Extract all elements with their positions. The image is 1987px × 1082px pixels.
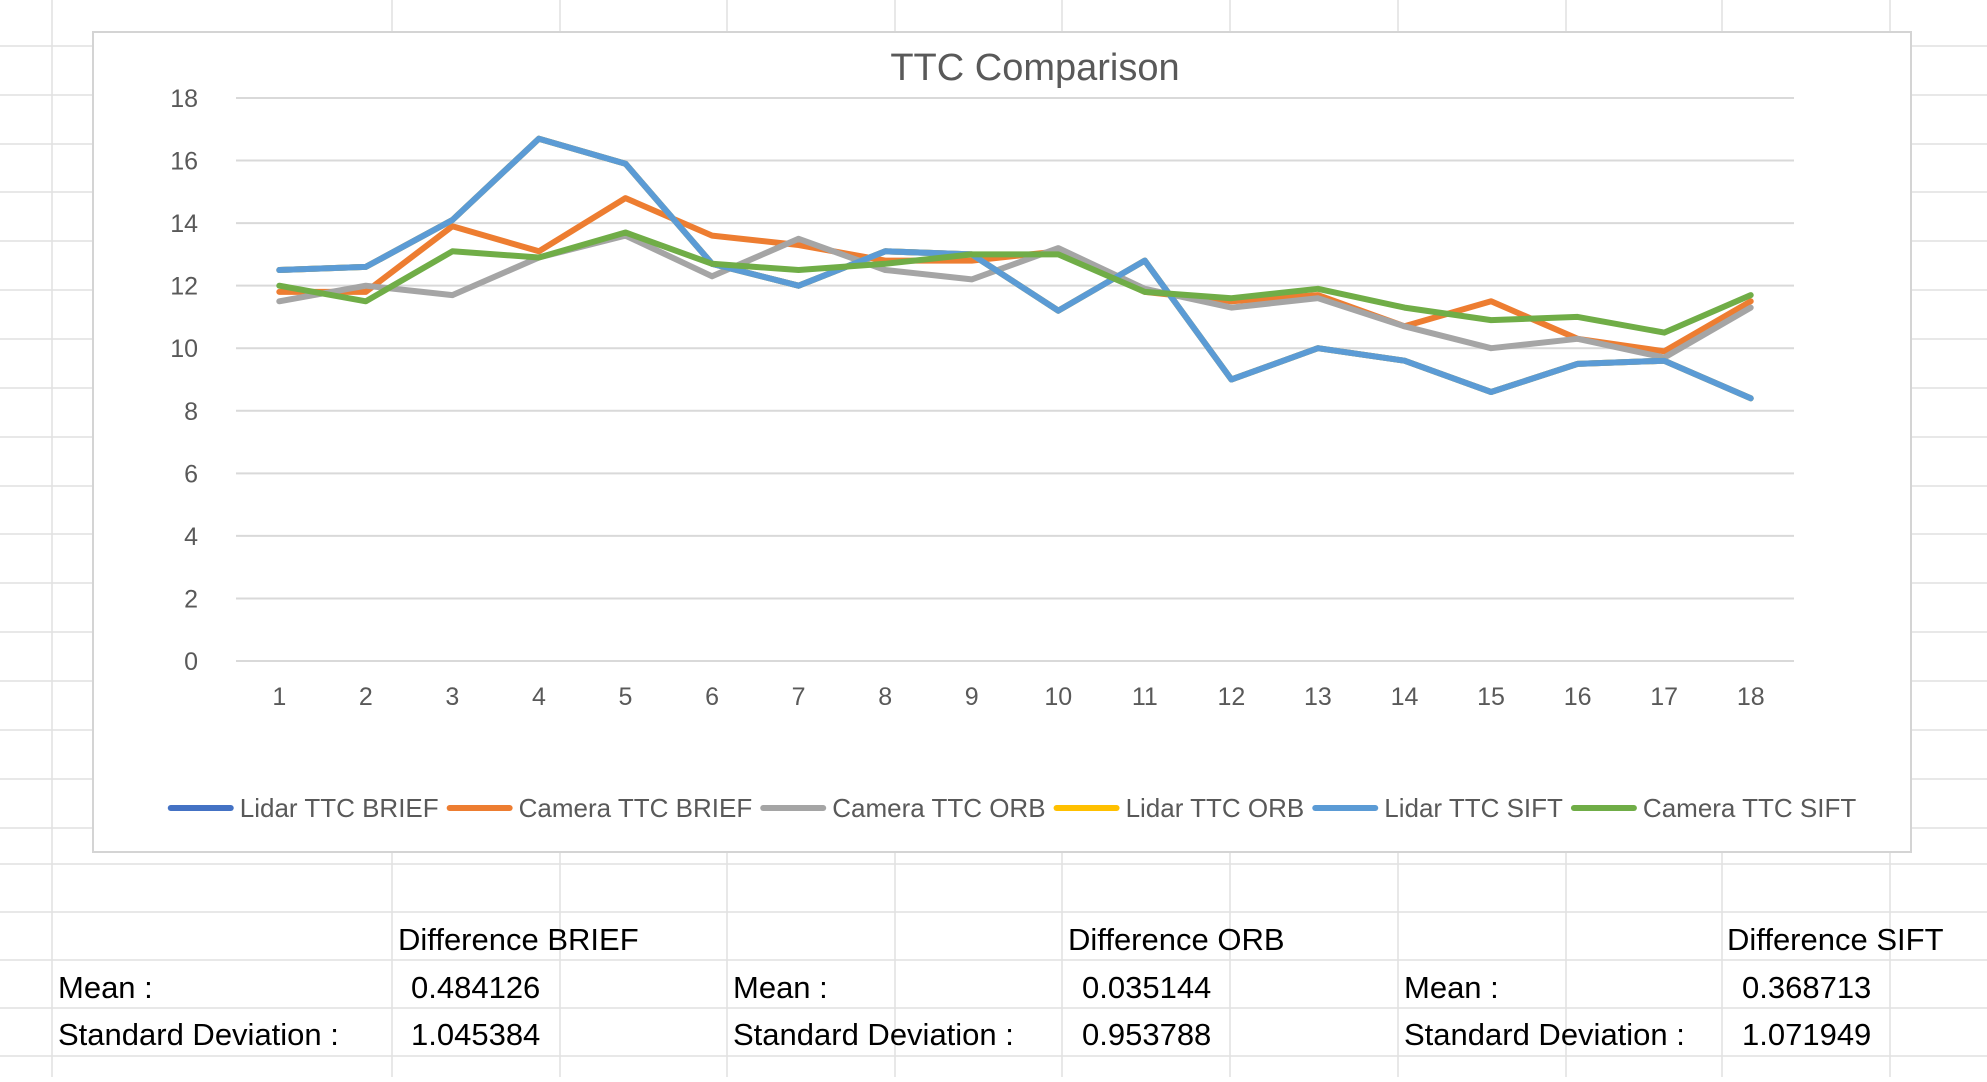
- legend-label: Lidar TTC SIFT: [1384, 793, 1563, 823]
- x-tick-label: 9: [965, 683, 979, 711]
- mean-value-sift[interactable]: 0.368713: [1742, 970, 1872, 1005]
- mean-label-orb[interactable]: Mean :: [733, 970, 828, 1005]
- mean-label-brief[interactable]: Mean :: [58, 970, 153, 1005]
- legend-label: Camera TTC SIFT: [1643, 793, 1856, 823]
- y-tick-label: 8: [184, 398, 198, 426]
- header-difference-brief[interactable]: Difference BRIEF: [398, 922, 639, 957]
- x-tick-label: 2: [359, 683, 373, 711]
- sd-label-brief[interactable]: Standard Deviation :: [58, 1017, 339, 1052]
- legend-item[interactable]: Lidar TTC BRIEF: [167, 793, 439, 823]
- series-line-camera-ttc-sift[interactable]: [276, 229, 1754, 336]
- mean-value-brief[interactable]: 0.484126: [411, 970, 541, 1005]
- mean-label-sift[interactable]: Mean :: [1404, 970, 1499, 1005]
- x-tick-label: 7: [792, 683, 806, 711]
- legend-item[interactable]: Lidar TTC ORB: [1053, 793, 1305, 823]
- header-difference-sift[interactable]: Difference SIFT: [1727, 922, 1944, 957]
- legend-item[interactable]: Camera TTC BRIEF: [446, 793, 753, 823]
- mean-value-orb[interactable]: 0.035144: [1082, 970, 1212, 1005]
- header-difference-orb[interactable]: Difference ORB: [1068, 922, 1285, 957]
- x-tick-label: 12: [1217, 683, 1245, 711]
- y-tick-label: 16: [170, 148, 198, 176]
- legend-label: Camera TTC ORB: [832, 793, 1045, 823]
- sd-value-orb[interactable]: 0.953788: [1082, 1017, 1212, 1052]
- y-tick-label: 6: [184, 460, 198, 488]
- sd-label-orb[interactable]: Standard Deviation :: [733, 1017, 1014, 1052]
- legend-label: Camera TTC BRIEF: [519, 793, 753, 823]
- x-tick-label: 16: [1564, 683, 1592, 711]
- legend-item[interactable]: Camera TTC SIFT: [1570, 793, 1856, 823]
- series-line-lidar-ttc-sift[interactable]: [276, 135, 1754, 402]
- legend-item[interactable]: Lidar TTC SIFT: [1312, 793, 1563, 823]
- x-tick-label: 14: [1391, 683, 1419, 711]
- x-tick-label: 17: [1650, 683, 1678, 711]
- legend-item[interactable]: Camera TTC ORB: [760, 793, 1046, 823]
- x-tick-label: 4: [532, 683, 546, 711]
- chart-container[interactable]: TTC Comparison 0 2 4 6 8 10 12 14 16 18 1 2 3 4 5 6 7 8 9 10…: [92, 31, 1912, 853]
- x-tick-label: 8: [878, 683, 892, 711]
- x-tick-label: 18: [1737, 683, 1765, 711]
- legend-label: Lidar TTC ORB: [1126, 793, 1305, 823]
- x-tick-label: 10: [1044, 683, 1072, 711]
- y-tick-label: 10: [170, 335, 198, 363]
- x-tick-label: 15: [1477, 683, 1505, 711]
- chart-title: TTC Comparison: [890, 47, 1179, 89]
- y-tick-label: 18: [170, 85, 198, 113]
- y-tick-label: 2: [184, 585, 198, 613]
- x-tick-label: 5: [619, 683, 633, 711]
- x-tick-label: 3: [445, 683, 459, 711]
- sd-label-sift[interactable]: Standard Deviation :: [1404, 1017, 1685, 1052]
- legend-label: Lidar TTC BRIEF: [240, 793, 439, 823]
- y-tick-label: 4: [184, 523, 198, 551]
- y-tick-label: 14: [170, 210, 198, 238]
- x-tick-label: 13: [1304, 683, 1332, 711]
- x-tick-label: 11: [1132, 683, 1158, 711]
- series-line-camera-ttc-orb[interactable]: [276, 232, 1754, 361]
- x-tick-label: 6: [705, 683, 719, 711]
- sd-value-sift[interactable]: 1.071949: [1742, 1017, 1872, 1052]
- sd-value-brief[interactable]: 1.045384: [411, 1017, 541, 1052]
- x-tick-label: 1: [272, 683, 286, 711]
- y-tick-label: 12: [170, 273, 198, 301]
- y-tick-label: 0: [184, 648, 198, 676]
